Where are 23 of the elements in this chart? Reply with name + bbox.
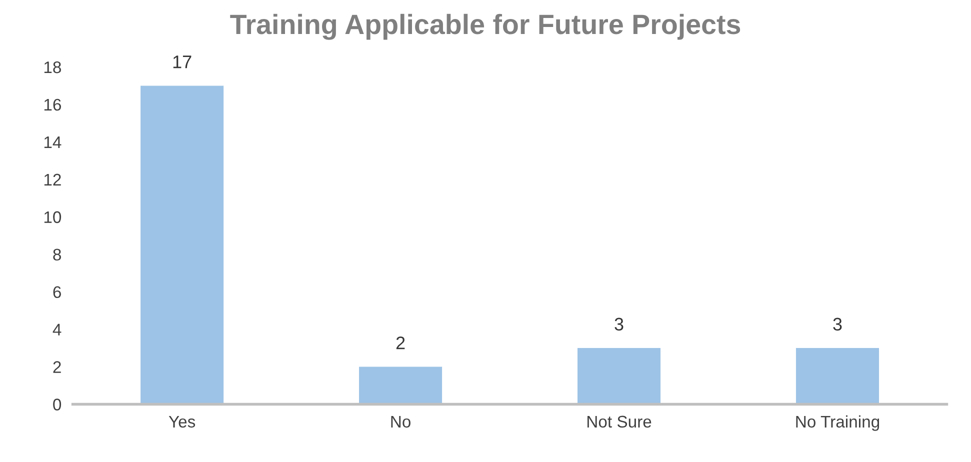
y-tick-label: 16 xyxy=(44,98,61,111)
y-tick-label: 6 xyxy=(53,286,61,298)
x-tick-label: No xyxy=(391,416,410,428)
y-tick-label: 0 xyxy=(53,398,62,410)
y-tick-label: 8 xyxy=(53,248,61,261)
x-tick-label: No Training xyxy=(796,415,880,431)
data-label: 2 xyxy=(396,336,405,350)
bar xyxy=(140,86,224,404)
y-tick-label: 4 xyxy=(52,324,62,336)
bar xyxy=(578,348,661,404)
y-tick-label: 18 xyxy=(44,61,61,74)
bar xyxy=(796,348,879,404)
x-tick-label: Yes xyxy=(168,416,196,428)
data-label: 3 xyxy=(614,318,624,331)
x-tick-label: Not Sure xyxy=(587,416,652,428)
chart-title: Training Applicable for Future Projects xyxy=(230,14,740,40)
y-tick-label: 14 xyxy=(44,136,62,148)
bar xyxy=(359,366,442,404)
y-tick-label: 10 xyxy=(44,211,62,224)
y-tick-label: 12 xyxy=(44,174,61,186)
y-tick-label: 2 xyxy=(53,361,61,373)
data-label: 17 xyxy=(173,56,192,68)
data-label: 3 xyxy=(833,318,842,331)
